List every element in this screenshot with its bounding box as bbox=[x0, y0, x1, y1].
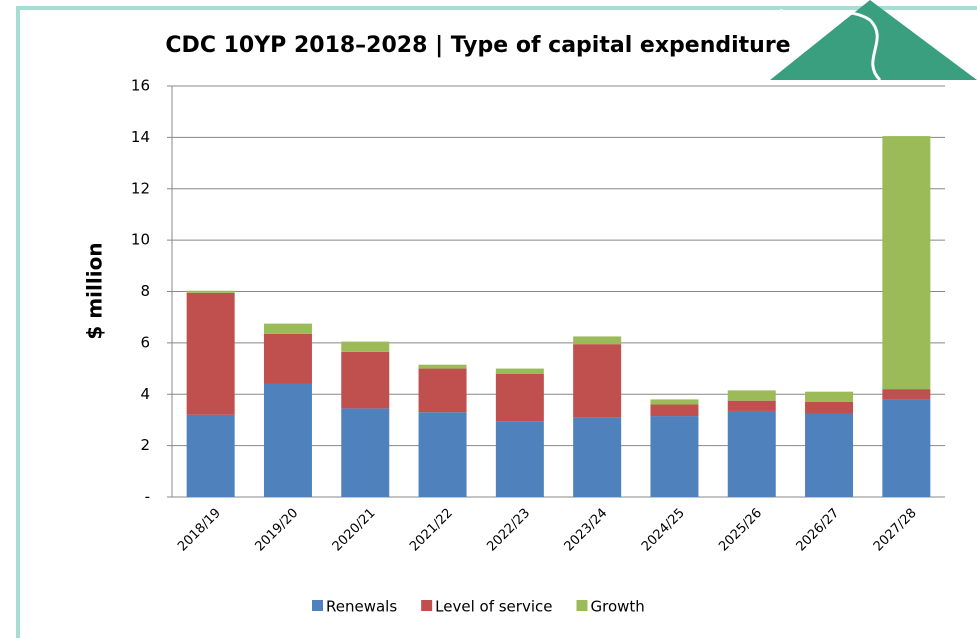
bar-segment bbox=[573, 344, 622, 418]
bar-segment bbox=[805, 401, 854, 414]
bar-segment bbox=[727, 410, 776, 497]
logo-flower bbox=[779, 8, 882, 82]
bar-segment bbox=[341, 351, 390, 409]
y-tick-label: 12 bbox=[131, 179, 150, 197]
logo-mask bbox=[950, 95, 977, 638]
bar-segment bbox=[495, 421, 544, 497]
y-axis-label: $ million bbox=[83, 242, 107, 339]
bar-segment bbox=[805, 413, 854, 497]
bar-segment bbox=[650, 416, 699, 497]
legend-label: Level of service bbox=[435, 598, 552, 616]
y-tick-label: 10 bbox=[131, 231, 150, 249]
logo-triangle bbox=[770, 0, 977, 80]
bar-segment bbox=[573, 336, 622, 345]
bar-segment bbox=[263, 333, 312, 384]
y-tick-label: 14 bbox=[131, 128, 150, 146]
y-tick-label: 8 bbox=[140, 282, 150, 300]
y-tick-label: 6 bbox=[140, 333, 150, 351]
bar-segment bbox=[418, 412, 467, 497]
bar-segment bbox=[418, 368, 467, 413]
bar-segment bbox=[495, 368, 544, 374]
legend-label: Growth bbox=[590, 598, 644, 616]
bar-segment bbox=[341, 408, 390, 497]
bar-segment bbox=[418, 364, 467, 369]
frame bbox=[16, 6, 977, 642]
bar-segment bbox=[186, 414, 235, 497]
bar-segment bbox=[882, 389, 931, 400]
bar-segment bbox=[263, 323, 312, 334]
bar-segment bbox=[263, 383, 312, 497]
bar-segment bbox=[186, 290, 235, 293]
bar-segment bbox=[727, 400, 776, 411]
bar-segment bbox=[727, 390, 776, 401]
legend-label: Renewals bbox=[326, 598, 397, 616]
legend-swatch bbox=[421, 600, 433, 611]
bar-segment bbox=[495, 373, 544, 422]
legend-swatch bbox=[312, 600, 323, 611]
bar-segment bbox=[882, 399, 931, 497]
y-tick-label: 2 bbox=[140, 436, 150, 454]
bar-segment bbox=[650, 404, 699, 417]
y-tick-label: 4 bbox=[140, 385, 150, 403]
bar-segment bbox=[650, 399, 699, 405]
bar-segment bbox=[186, 292, 235, 415]
bar-segment bbox=[573, 417, 622, 497]
bar-segment bbox=[805, 391, 854, 402]
chart-title: CDC 10YP 2018–2028 | Type of capital exp… bbox=[165, 33, 790, 58]
y-tick-label: - bbox=[145, 488, 150, 506]
bar-segment bbox=[341, 341, 390, 352]
bar-segment bbox=[882, 136, 931, 390]
y-tick-label: 16 bbox=[131, 77, 150, 95]
legend-swatch bbox=[576, 600, 588, 611]
